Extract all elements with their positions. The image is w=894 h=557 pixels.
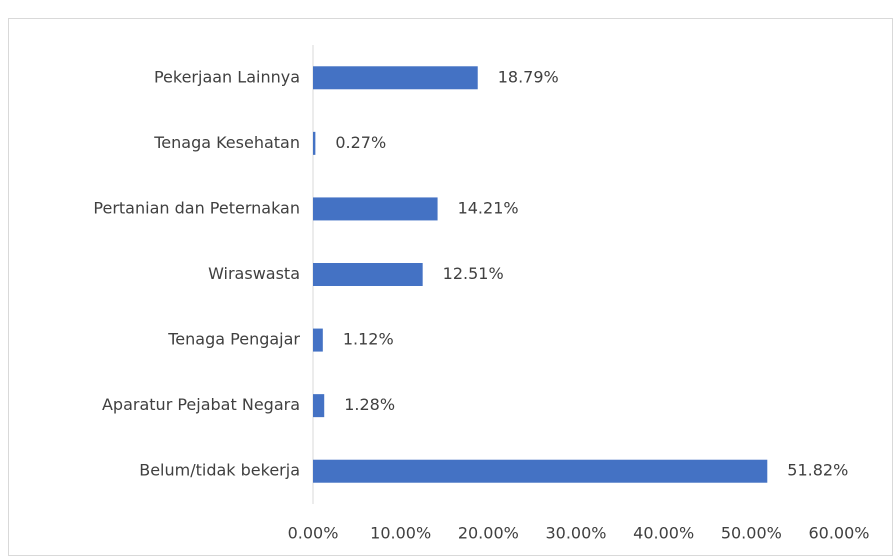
x-tick-label: 20.00% <box>458 524 519 543</box>
bar <box>313 66 478 90</box>
x-tick-label: 30.00% <box>545 524 606 543</box>
data-label: 18.79% <box>498 67 559 86</box>
bar <box>313 394 325 418</box>
x-tick-label: 10.00% <box>370 524 431 543</box>
data-label: 12.51% <box>443 264 504 283</box>
data-label: 1.28% <box>344 395 395 414</box>
bar <box>313 328 323 352</box>
x-tick-label: 60.00% <box>808 524 869 543</box>
data-label: 1.12% <box>343 330 394 349</box>
y-tick-label: Tenaga Pengajar <box>167 330 300 349</box>
bar <box>313 459 768 483</box>
y-tick-label: Pekerjaan Lainnya <box>154 67 300 86</box>
y-tick-label: Aparatur Pejabat Negara <box>102 395 300 414</box>
y-tick-label: Wiraswasta <box>208 264 300 283</box>
y-tick-label: Pertanian dan Peternakan <box>93 198 300 217</box>
bar <box>313 197 438 221</box>
data-label: 51.82% <box>787 461 848 480</box>
data-label: 14.21% <box>458 198 519 217</box>
y-tick-label: Tenaga Kesehatan <box>153 133 300 152</box>
bar <box>313 131 316 155</box>
bar <box>313 263 423 286</box>
x-tick-label: 50.00% <box>721 524 782 543</box>
data-label: 0.27% <box>335 133 386 152</box>
x-tick-label: 0.00% <box>288 524 339 543</box>
y-tick-label: Belum/tidak bekerja <box>139 461 300 480</box>
x-tick-label: 40.00% <box>633 524 694 543</box>
